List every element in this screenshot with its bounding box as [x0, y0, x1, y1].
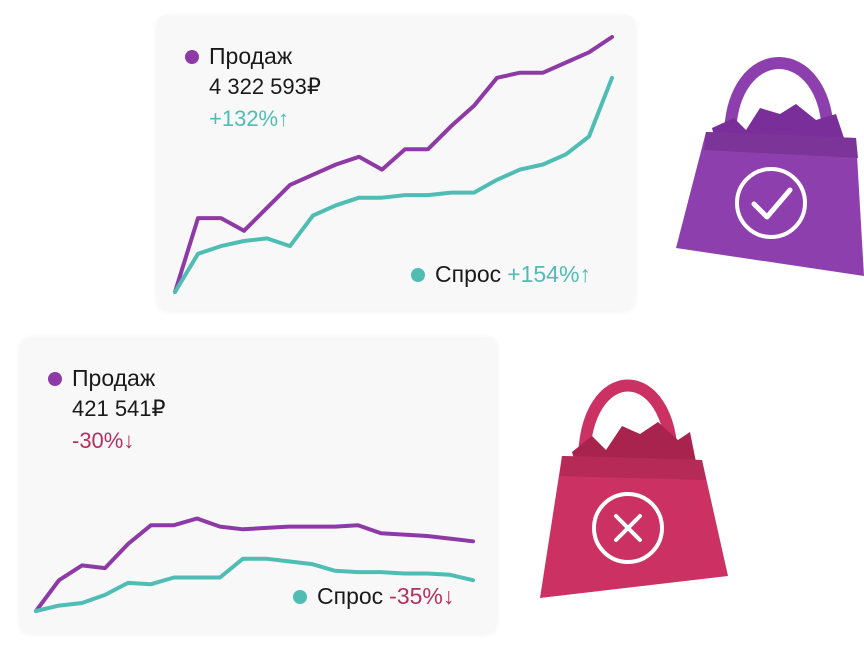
sales-change: +132%↑ [209, 106, 290, 131]
sales-series-line [34, 516, 475, 613]
sales-demand-chart-negative [34, 516, 475, 613]
sales-value: 421 541₽ [72, 396, 166, 421]
sales-legend: Продаж 421 541₽ -30%↓ [48, 365, 166, 454]
sales-card-negative: Продаж 421 541₽ -30%↓ Спрос -35%↓ [20, 337, 497, 633]
sales-demand-chart-positive [173, 35, 614, 294]
demand-legend: Спрос +154%↑ [411, 261, 591, 288]
demand-dot-icon [411, 267, 425, 282]
demand-series-line [173, 75, 614, 294]
sales-label: Продаж [72, 365, 156, 391]
sales-dot-icon [48, 371, 62, 386]
demand-label: Спрос [435, 261, 502, 287]
shopping-bag-check-icon [676, 57, 864, 276]
demand-legend: Спрос -35%↓ [293, 583, 454, 610]
demand-change: +154%↑ [507, 261, 591, 287]
demand-series-line [34, 556, 475, 613]
sales-label: Продаж [209, 43, 293, 69]
sales-series-line [173, 35, 614, 294]
demand-dot-icon [293, 589, 307, 604]
shopping-bag-x-icon [540, 379, 728, 598]
sales-change: -30%↓ [72, 428, 135, 453]
sales-card-positive: Продаж 4 322 593₽ +132%↑ Спрос +154%↑ [157, 15, 635, 310]
sales-legend: Продаж 4 322 593₽ +132%↑ [185, 43, 321, 132]
demand-change: -35%↓ [389, 583, 455, 609]
demand-label: Спрос [317, 583, 384, 609]
sales-dot-icon [185, 49, 199, 64]
sales-value: 4 322 593₽ [209, 74, 321, 99]
